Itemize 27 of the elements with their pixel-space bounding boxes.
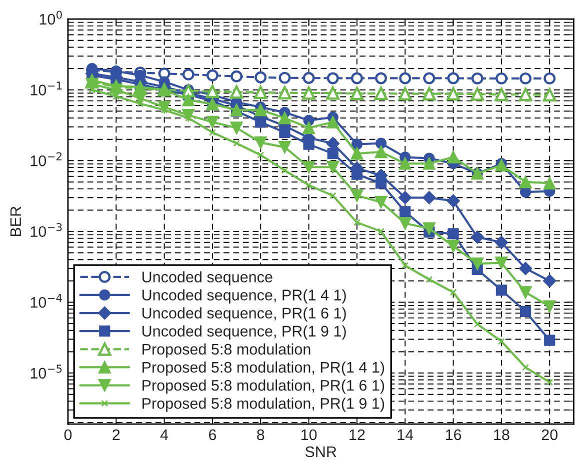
y-tick-label: 10$^{−3}$ bbox=[30, 223, 62, 238]
y-tick-label: 10$^{−1}$ bbox=[30, 82, 62, 96]
x-tick-label: 16 bbox=[446, 429, 462, 440]
legend-label: Proposed 5:8 modulation, PR(1 6 1) bbox=[142, 380, 384, 394]
x-tick-label: 4 bbox=[160, 430, 168, 440]
legend-label: Uncoded sequence bbox=[142, 271, 272, 286]
x-tick-label: 0 bbox=[64, 429, 72, 440]
legend-label: Proposed 5:8 modulation, PR(1 9 1) bbox=[142, 398, 384, 412]
y-tick-label: 10$^{0}$ bbox=[40, 10, 62, 25]
x-tick-label: 12 bbox=[350, 429, 365, 440]
x-tick-label: 8 bbox=[257, 429, 264, 440]
legend-label: Uncoded sequence, PR(1 9 1) bbox=[142, 325, 346, 340]
x-axis-title: SNR bbox=[305, 446, 336, 458]
x-tick-label: 6 bbox=[208, 429, 216, 440]
y-axis-title: BER bbox=[10, 206, 21, 236]
x-tick-label: 2 bbox=[112, 429, 120, 440]
x-tick-label: 10 bbox=[301, 429, 317, 440]
legend-label: Proposed 5:8 modulation, PR(1 4 1) bbox=[142, 361, 384, 376]
x-tick-label: 18 bbox=[494, 429, 510, 440]
legend-label: Uncoded sequence, PR(1 4 1) bbox=[142, 289, 346, 304]
legend-label: Proposed 5:8 modulation bbox=[142, 343, 310, 358]
x-tick-label: 20 bbox=[542, 429, 558, 440]
legend-label: Uncoded sequence, PR(1 6 1) bbox=[142, 307, 346, 322]
y-tick-label: 10$^{−5}$ bbox=[30, 364, 62, 379]
x-tick-label: 14 bbox=[398, 430, 414, 440]
y-tick-label: 10$^{−4}$ bbox=[30, 294, 62, 308]
y-tick-label: 10$^{−2}$ bbox=[30, 152, 62, 166]
